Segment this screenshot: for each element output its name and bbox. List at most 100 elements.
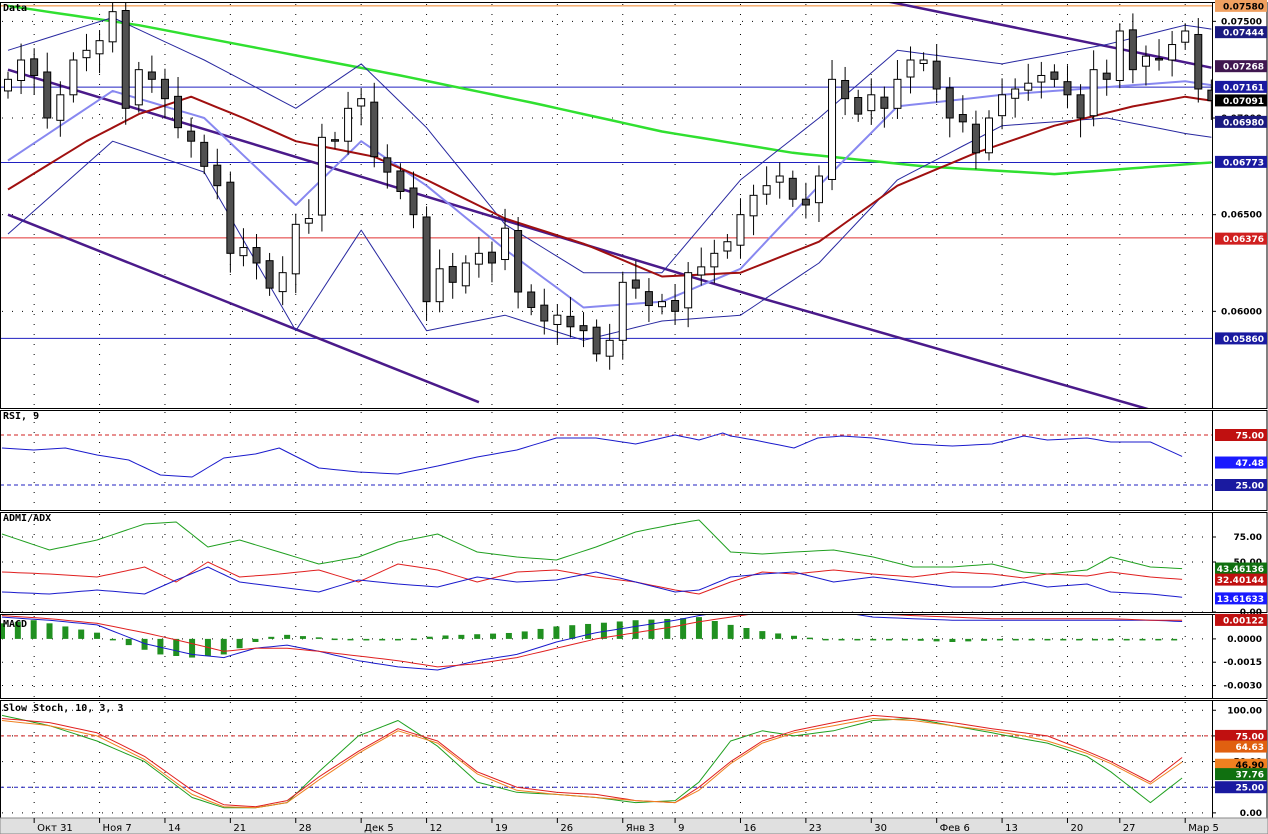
candle-body	[540, 304, 549, 322]
macd-histogram-bar	[917, 638, 924, 641]
candle-body	[108, 11, 117, 43]
date-label: 27	[1123, 823, 1136, 834]
value-tag-bg	[1215, 592, 1267, 605]
value-tag-bg	[1215, 479, 1267, 491]
value-tag-label: 0.05860	[1223, 335, 1264, 345]
candle-body	[736, 214, 745, 246]
value-tag: 25.00	[1215, 479, 1267, 492]
macd-histogram-bar	[664, 618, 671, 639]
value-tag-label: 25.00	[1236, 784, 1264, 794]
candle-body	[30, 58, 39, 76]
value-tag: 0.07268	[1215, 60, 1267, 73]
macd-histogram-bar	[220, 638, 227, 655]
value-tag-label: 47.48	[1236, 459, 1264, 469]
candle-body	[304, 218, 313, 224]
macd-histogram-bar	[1139, 638, 1146, 641]
value-tag-label: 0.06980	[1223, 118, 1264, 128]
candle-body	[801, 198, 810, 206]
candle-body	[592, 326, 601, 355]
candle-body	[4, 78, 12, 92]
candle-body	[658, 301, 666, 308]
candle-body	[932, 60, 941, 90]
macd-histogram-bar	[410, 638, 417, 641]
date-label: 28	[299, 823, 312, 834]
candle-body	[461, 262, 470, 287]
candle-body	[998, 94, 1007, 117]
candle-body	[1102, 72, 1111, 80]
candle-body	[1141, 55, 1150, 67]
macd-histogram-bar	[1012, 638, 1019, 641]
chart-marks[interactable]	[0, 0, 1215, 809]
macd-histogram-bar	[854, 638, 861, 641]
macd-histogram-bar	[458, 634, 465, 639]
value-tag-bg	[1215, 155, 1267, 168]
macd-histogram-bar	[759, 631, 766, 639]
panel-title-rsi: RSI, 9	[3, 411, 39, 422]
candle-body	[867, 94, 876, 112]
panel-clip	[1, 615, 1183, 671]
value-tag: 0.06980	[1215, 115, 1267, 128]
date-label: Мар 5	[1188, 823, 1219, 834]
axis-tick-label: 0.00	[1240, 809, 1262, 819]
macd-histogram-bar	[1155, 638, 1162, 641]
panel-title-stoch: Slow Stoch, 10, 3, 3	[3, 703, 123, 714]
value-tag-bg	[1215, 781, 1267, 794]
value-tag: 0.07580	[1215, 0, 1267, 12]
macd-histogram-bar	[806, 637, 813, 640]
candle-body	[331, 139, 339, 142]
candle-body	[252, 247, 261, 264]
macd-histogram-bar	[189, 638, 196, 658]
moving-average-red	[7, 95, 1212, 278]
value-tag: 47.48	[1215, 456, 1267, 469]
value-tag: 0.06773	[1215, 155, 1267, 168]
value-tag: 25.00	[1215, 781, 1267, 794]
value-tag-bg	[1215, 115, 1267, 128]
value-tag-bg	[1215, 80, 1267, 93]
macd-histogram-bar	[474, 634, 481, 639]
macd-histogram-bar	[648, 619, 655, 639]
trend-line	[888, 3, 1212, 69]
candle-body	[1089, 69, 1098, 117]
candle-body	[1024, 82, 1033, 91]
candle-body	[919, 59, 928, 64]
candle-body	[95, 40, 104, 55]
macd-histogram-bar	[632, 620, 639, 639]
candle-body	[684, 272, 693, 309]
candle-body	[854, 97, 863, 115]
macd-histogram-bar	[395, 638, 401, 641]
value-tag-label: 0.00122	[1223, 616, 1264, 626]
date-label: 13	[1005, 823, 1018, 834]
value-tag: 32.40144	[1215, 573, 1267, 586]
macd-histogram-bar	[284, 634, 291, 639]
candle-body	[317, 136, 326, 216]
macd-histogram-bar	[775, 633, 782, 639]
value-tags: 0.07580 0.07444 0.07268 0.07161 0.07091 0.069…	[1215, 0, 1267, 794]
panel-clip	[1, 519, 1183, 598]
macd-histogram-bar	[1107, 638, 1114, 641]
macd-histogram-bar	[379, 638, 386, 641]
date-label: 21	[233, 823, 246, 834]
axis-tick-label: 0.07500	[1221, 17, 1262, 27]
macd-histogram-bar	[569, 625, 576, 639]
macd-histogram-bar	[585, 623, 592, 639]
candle-body	[762, 185, 771, 195]
value-tag: 0.00122	[1215, 613, 1267, 626]
candle-body	[239, 247, 248, 257]
candle-body	[814, 175, 823, 204]
macd-histogram-bar	[743, 628, 750, 639]
bollinger-middle-band	[7, 80, 1212, 309]
candle-body	[134, 69, 143, 106]
panel-clip	[1, 714, 1212, 809]
candle-body	[1011, 88, 1020, 99]
indicator-line-2	[1, 566, 1183, 598]
value-tag: 46.90	[1215, 758, 1267, 771]
date-label: 30	[874, 823, 887, 834]
date-label: 16	[743, 823, 756, 834]
candle-body	[828, 78, 837, 180]
candle-body	[553, 314, 562, 325]
candle-body	[17, 59, 26, 81]
candle-body	[945, 87, 954, 119]
macd-histogram-bar	[94, 632, 101, 639]
